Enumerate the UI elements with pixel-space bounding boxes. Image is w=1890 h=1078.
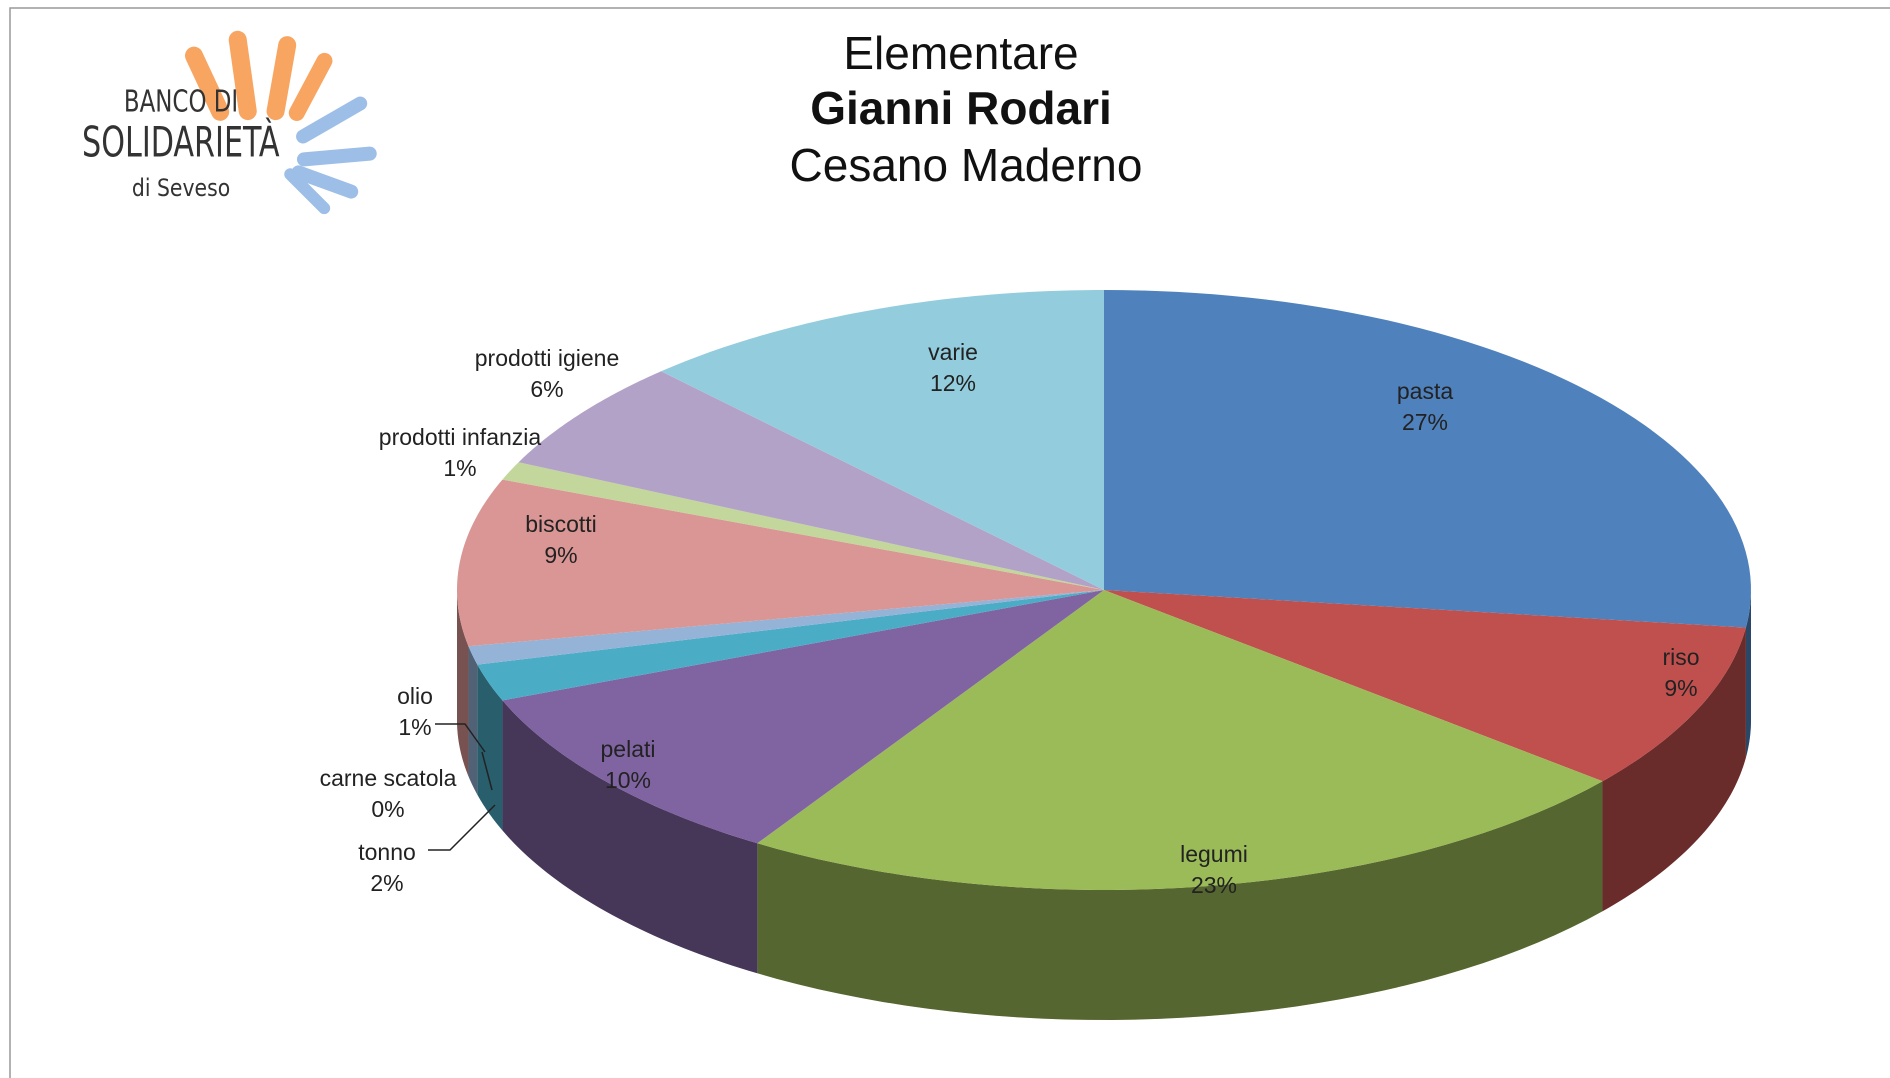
slice-side (457, 590, 469, 777)
slice-side-shade (1745, 590, 1751, 758)
data-label-value: 10% (605, 767, 651, 793)
slice (502, 590, 1105, 844)
leader-lines (428, 723, 496, 851)
slice (457, 479, 1104, 647)
leader-line (435, 723, 486, 753)
data-label-value: 12% (930, 370, 976, 396)
data-label-name: olio (397, 683, 433, 709)
slice-side (1602, 627, 1746, 912)
data-label-value: 0% (371, 796, 404, 822)
data-label-value: 6% (530, 376, 563, 402)
slice-side (757, 781, 1603, 1020)
slice-side-shade (457, 590, 469, 777)
slice (518, 371, 1104, 590)
chart-title: Gianni Rodari (810, 82, 1112, 134)
data-label-name: pasta (1397, 378, 1453, 404)
slice (661, 290, 1104, 590)
slice-side-shade (502, 700, 758, 974)
logo: BANCO DI SOLIDARIETÀ di Seveso (82, 30, 377, 215)
slice (502, 462, 1105, 590)
data-label-value: 27% (1402, 409, 1448, 435)
logo-text: BANCO DI (124, 84, 238, 120)
chart-title: Cesano Maderno (790, 139, 1143, 191)
data-label-name: prodotti igiene (475, 345, 620, 371)
logo-text: di Seveso (132, 174, 230, 202)
slice-side-shade (1602, 627, 1746, 912)
slice-side-shade (468, 646, 478, 795)
data-label-name: legumi (1180, 841, 1248, 867)
slice-side (477, 664, 503, 831)
data-label-name: riso (1662, 644, 1699, 670)
slice-side (1745, 590, 1751, 758)
slice (468, 590, 1104, 665)
data-label-value: 9% (1664, 675, 1697, 701)
data-label-name: varie (928, 339, 978, 365)
leader-line (481, 751, 493, 791)
slice-side-shade (477, 664, 503, 831)
data-label-value: 2% (370, 870, 403, 896)
slice-side (502, 700, 758, 974)
slice-side (468, 646, 478, 795)
slice (1104, 590, 1746, 782)
data-label-name: biscotti (525, 511, 597, 537)
leader-line (428, 804, 496, 851)
data-label-name: tonno (358, 839, 416, 865)
slice-side-shade (757, 781, 1603, 1020)
chart-title: Elementare (843, 27, 1078, 79)
data-label-value: 1% (398, 714, 431, 740)
logo-text: SOLIDARIETÀ (82, 118, 280, 167)
data-label-name: pelati (601, 736, 656, 762)
slice (477, 590, 1105, 701)
slice (1104, 290, 1751, 628)
slice (757, 590, 1603, 890)
data-label-value: 9% (544, 542, 577, 568)
data-label-name: carne scatola (320, 765, 457, 791)
data-label-value: 1% (443, 455, 476, 481)
data-label-name: prodotti infanzia (379, 424, 542, 450)
data-label-value: 23% (1191, 872, 1237, 898)
frame (9, 7, 1890, 1078)
pie (457, 290, 1751, 1020)
